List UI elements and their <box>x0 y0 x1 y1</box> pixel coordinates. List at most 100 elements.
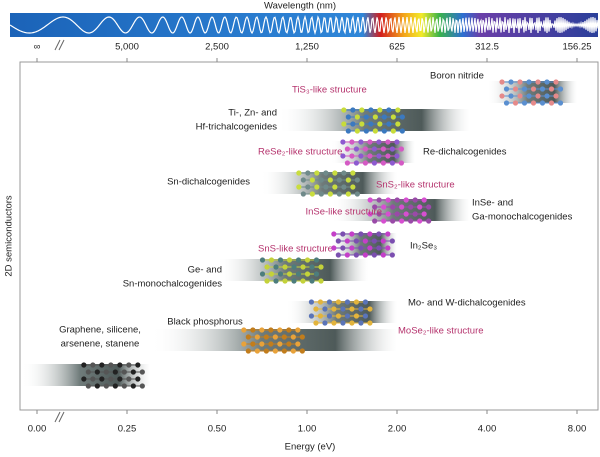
atom <box>335 252 341 258</box>
atom <box>340 139 346 145</box>
atom <box>268 271 275 277</box>
atom <box>390 114 396 120</box>
atom <box>245 348 251 354</box>
x-tick-label: 0.50 <box>208 424 227 435</box>
band-label: Re-dichalcogenides <box>423 147 507 158</box>
atom <box>259 271 266 277</box>
atom <box>381 204 387 210</box>
atom <box>314 184 320 190</box>
atom <box>281 348 287 354</box>
atom <box>286 257 293 263</box>
atom <box>426 204 432 210</box>
atom <box>386 107 392 113</box>
atom <box>390 204 396 210</box>
atom <box>426 218 432 224</box>
atom <box>245 334 251 340</box>
atom <box>341 107 347 113</box>
atom <box>508 79 514 85</box>
atom <box>290 348 296 354</box>
atom <box>349 139 355 145</box>
band-label: arsenene, stanene <box>61 339 140 350</box>
atom <box>277 257 284 263</box>
atom <box>535 79 541 85</box>
atom <box>508 93 514 99</box>
atom <box>350 121 356 127</box>
atom <box>85 369 91 375</box>
atom <box>367 320 373 326</box>
atom <box>367 211 373 217</box>
atom <box>503 100 510 106</box>
atom <box>367 245 373 251</box>
atom <box>313 306 319 312</box>
atom <box>526 93 532 99</box>
atom <box>318 278 324 284</box>
atom <box>367 306 373 312</box>
atom <box>313 320 319 326</box>
atom <box>503 86 510 92</box>
band-label: Sn-dichalcogenides <box>167 177 250 188</box>
atom <box>349 245 355 251</box>
atom <box>358 231 364 237</box>
atom <box>282 264 288 270</box>
atom <box>403 211 409 217</box>
atom <box>371 238 377 244</box>
atom <box>282 278 288 284</box>
atom <box>363 114 369 120</box>
atom <box>353 299 360 305</box>
atom <box>353 160 360 166</box>
atom <box>313 257 320 263</box>
atom <box>277 327 283 333</box>
atom <box>350 184 356 190</box>
energy-band <box>260 172 397 194</box>
atom <box>108 362 114 368</box>
atom <box>399 218 405 224</box>
atom <box>313 271 320 277</box>
atom <box>268 257 275 263</box>
atom <box>381 128 387 134</box>
atom <box>557 86 564 92</box>
band-label: Sn-monochalcogenides <box>123 279 223 290</box>
atom <box>291 264 297 270</box>
atom <box>399 204 405 210</box>
atom <box>304 271 311 277</box>
band-label: Ti-, Zn- and <box>228 108 277 119</box>
atom <box>367 153 373 159</box>
structure-label: SnS-like structure <box>258 244 333 255</box>
atom <box>335 238 341 244</box>
atom <box>286 341 292 347</box>
atom <box>358 153 364 159</box>
atom <box>358 320 364 326</box>
band-label: InSe- and <box>472 198 513 209</box>
atom <box>300 264 306 270</box>
structure-model <box>81 362 145 389</box>
atom <box>340 306 346 312</box>
atom <box>331 306 337 312</box>
atom <box>350 170 356 176</box>
atom <box>517 79 523 85</box>
atom <box>254 348 260 354</box>
x-tick-label: 1.00 <box>298 424 317 435</box>
band-label: Boron nitride <box>430 71 484 82</box>
atom <box>264 278 270 284</box>
atom <box>526 79 532 85</box>
atom <box>300 177 306 183</box>
atom <box>335 313 342 319</box>
atom <box>296 184 302 190</box>
atom <box>139 383 145 389</box>
atom <box>273 278 279 284</box>
atom <box>499 79 505 85</box>
atom <box>539 86 546 92</box>
atom <box>85 383 91 389</box>
structure-model <box>259 257 324 284</box>
atom <box>385 153 391 159</box>
atom <box>295 327 301 333</box>
atom <box>300 191 306 197</box>
atom <box>380 160 387 166</box>
structure-label: SnS₂-like structure <box>376 180 455 191</box>
atom <box>377 107 383 113</box>
top-tick-label: 5,000 <box>115 42 139 53</box>
atom <box>268 327 274 333</box>
structure-label: ReSe₂-like structure <box>258 147 342 158</box>
top-tick-label: 312.5 <box>475 42 499 53</box>
atom <box>126 376 132 382</box>
